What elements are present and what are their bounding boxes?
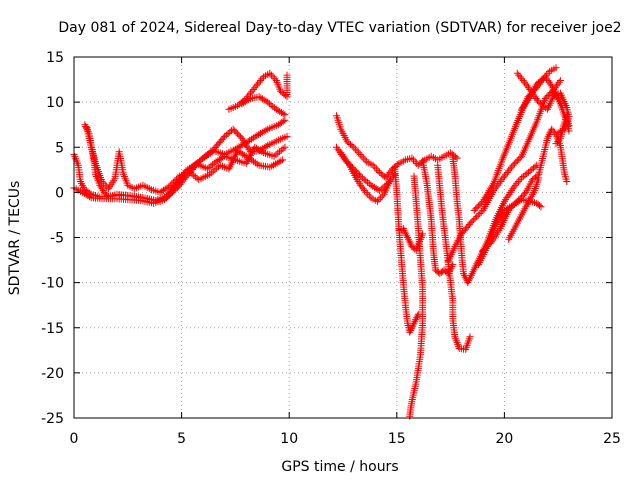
x-tick-label: 5: [177, 431, 186, 447]
series-arc-12: [406, 172, 427, 420]
y-tick-label: 5: [55, 140, 64, 156]
y-tick-label: -10: [41, 276, 64, 292]
series-arc-6: [238, 93, 289, 119]
point-markers: [552, 111, 573, 148]
x-tick-label: 10: [280, 431, 298, 447]
series-arc-20: [505, 174, 543, 243]
series-arc-23: [552, 111, 573, 148]
grid: [74, 57, 612, 418]
point-markers: [434, 161, 474, 353]
series-arc-14: [434, 161, 474, 353]
series-arc-16: [444, 77, 564, 265]
series-arc-4: [83, 123, 287, 196]
y-tick-label: -20: [41, 366, 64, 382]
x-tick-label: 25: [603, 431, 621, 447]
data-points: [70, 64, 573, 420]
x-tick-label: 20: [495, 431, 513, 447]
y-axis: 15 10 5 0 -5 -10 -15 -20 -25: [41, 50, 612, 427]
point-markers: [505, 174, 543, 243]
x-axis: 0 5 10 15 20 25: [70, 57, 621, 447]
point-markers: [238, 93, 289, 119]
y-tick-label: 10: [46, 95, 64, 111]
point-markers: [225, 69, 291, 113]
y-axis-label: SDTVAR / TECUs: [7, 181, 23, 296]
chart-title: Day 081 of 2024, Sidereal Day-to-day VTE…: [58, 20, 621, 36]
point-markers: [449, 153, 541, 287]
y-tick-label: -15: [41, 321, 64, 337]
series-arc-15: [449, 153, 541, 287]
point-markers: [337, 149, 394, 205]
x-axis-label: GPS time / hours: [281, 459, 398, 475]
x-tick-label: 0: [70, 431, 79, 447]
point-markers: [475, 196, 545, 269]
y-tick-label: 0: [55, 185, 64, 201]
point-markers: [444, 77, 564, 265]
point-markers: [83, 123, 287, 196]
point-markers: [406, 172, 427, 420]
y-tick-label: 15: [46, 50, 64, 66]
series-arc-5: [225, 69, 291, 113]
x-tick-label: 15: [388, 431, 406, 447]
point-markers: [470, 64, 560, 214]
series-arc-17: [470, 64, 560, 214]
series-arc-13: [419, 157, 457, 278]
series-arc-9: [337, 149, 394, 205]
y-tick-label: -25: [41, 411, 64, 427]
y-tick-label: -5: [50, 231, 64, 247]
point-markers: [419, 157, 457, 278]
series-arc-19: [475, 196, 545, 269]
